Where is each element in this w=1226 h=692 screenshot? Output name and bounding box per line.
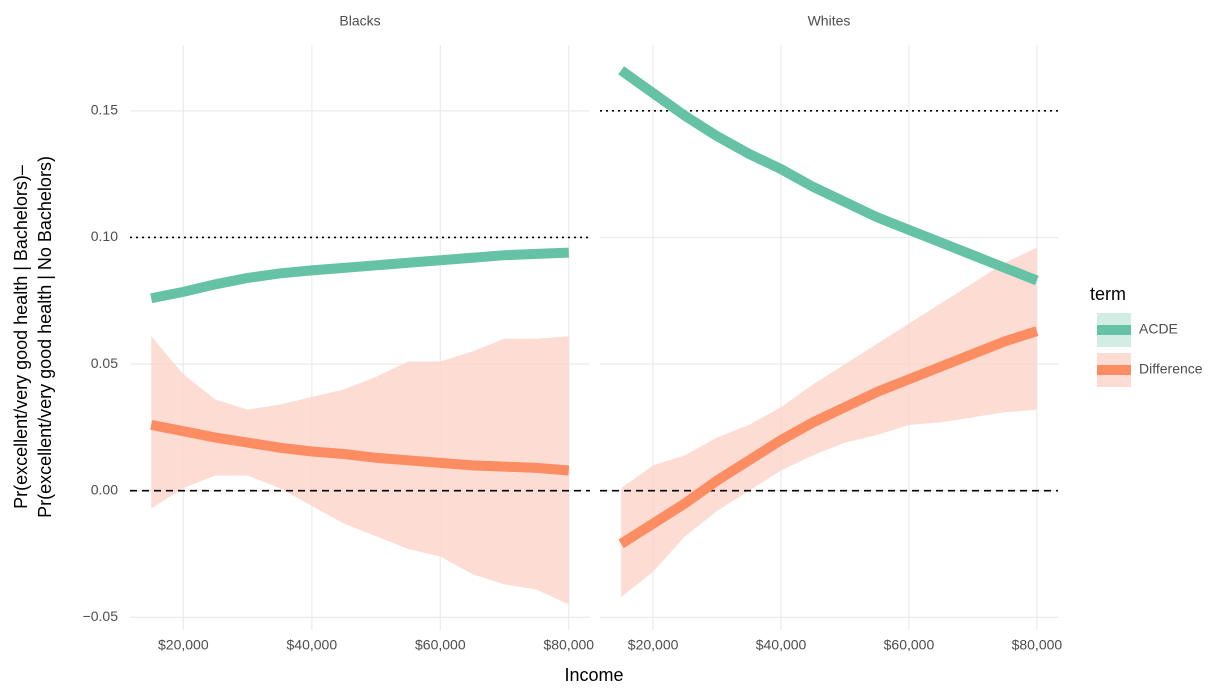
legend-label: ACDE xyxy=(1139,321,1178,337)
y-tick-label: 0.00 xyxy=(91,481,118,497)
y-tick-label: −0.05 xyxy=(83,608,119,624)
ribbon xyxy=(621,247,1037,598)
line xyxy=(618,326,1039,549)
line xyxy=(150,247,569,304)
x-tick-label: $60,000 xyxy=(415,637,466,653)
x-tick-label: $40,000 xyxy=(756,637,807,653)
x-tick-label: $80,000 xyxy=(1012,637,1063,653)
legend-title: term xyxy=(1090,284,1126,304)
x-tick-label: $20,000 xyxy=(628,637,679,653)
y-tick-label: 0.15 xyxy=(91,102,118,118)
y-tick-label: 0.10 xyxy=(91,228,118,244)
facet-title: Blacks xyxy=(339,13,380,29)
y-axis-label: Pr(excellent/very good health | Bachelor… xyxy=(11,165,31,509)
x-tick-label: $40,000 xyxy=(287,637,338,653)
x-axis-label: Income xyxy=(564,665,623,685)
facet-title: Whites xyxy=(808,13,851,29)
x-tick-label: $60,000 xyxy=(884,637,935,653)
line xyxy=(150,419,570,476)
line xyxy=(618,66,1039,286)
x-tick-label: $80,000 xyxy=(543,637,594,653)
y-axis-label: Pr(excellent/very good health | No Bache… xyxy=(35,156,55,518)
ribbon xyxy=(151,336,569,605)
y-tick-label: 0.05 xyxy=(91,355,118,371)
legend-label: Difference xyxy=(1139,361,1203,377)
x-tick-label: $20,000 xyxy=(158,637,209,653)
